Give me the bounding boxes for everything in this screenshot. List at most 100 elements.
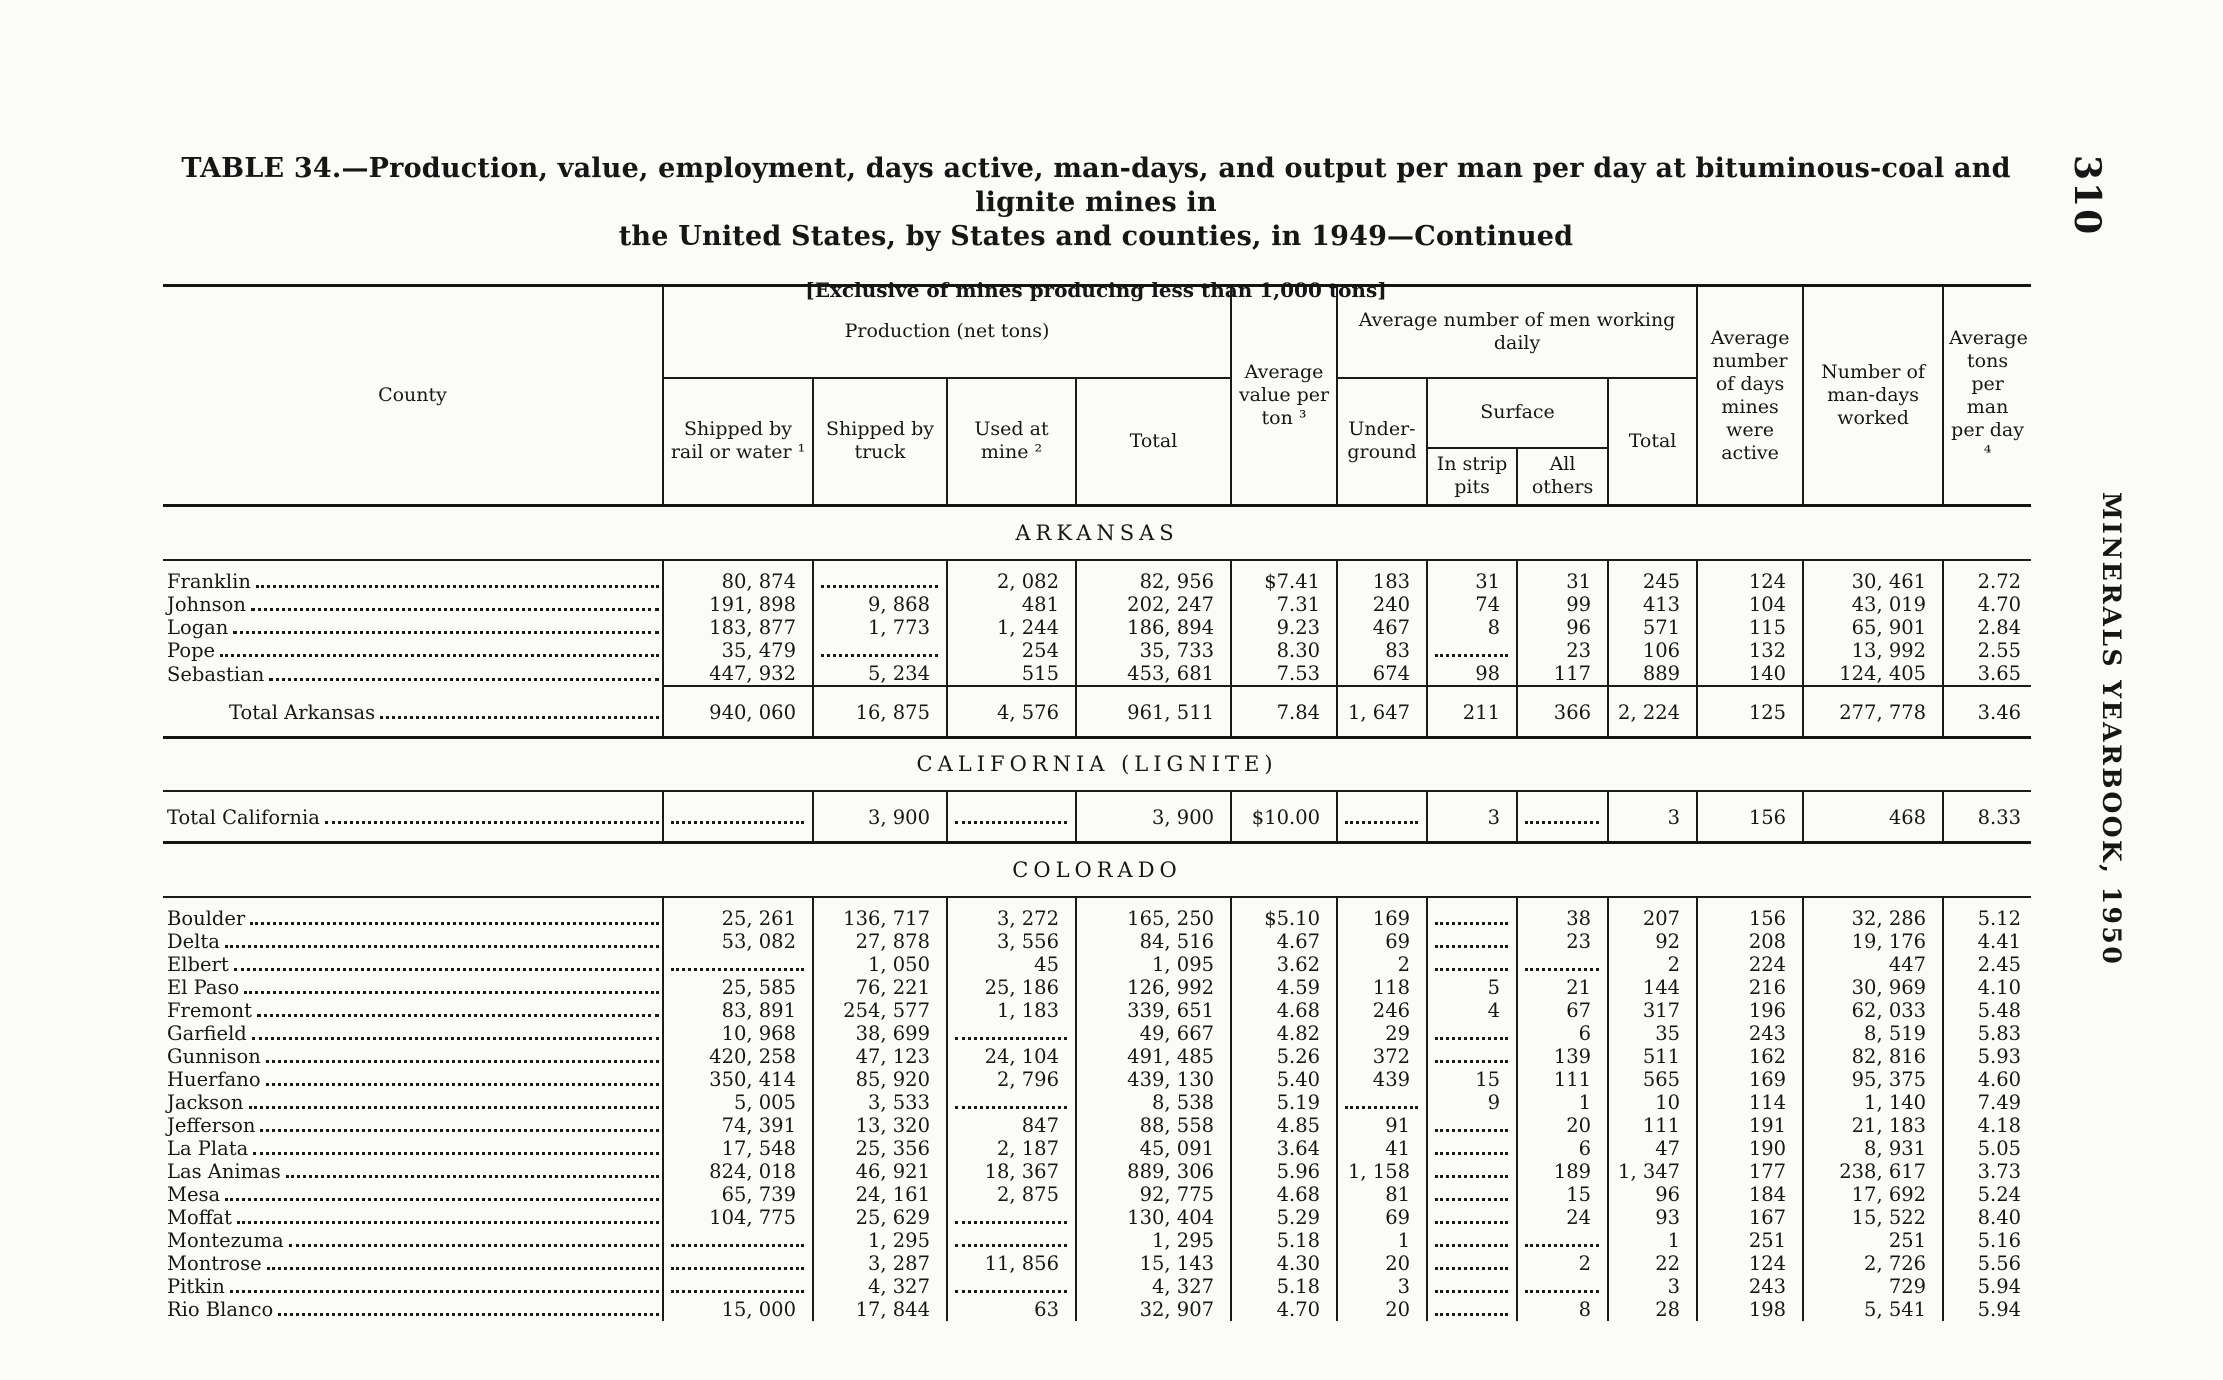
data-cell — [662, 1228, 813, 1252]
data-cell: 156 — [1696, 896, 1804, 930]
data-cell: 4, 327 — [1074, 1274, 1232, 1298]
data-cell: 207 — [1607, 896, 1698, 930]
data-cell: 1, 095 — [1074, 952, 1232, 976]
data-cell: 114 — [1696, 1090, 1804, 1114]
data-cell — [1426, 1159, 1518, 1183]
data-cell: 439 — [1336, 1067, 1428, 1091]
data-cell: 4.41 — [1942, 929, 2032, 953]
empty-cell-dashes — [1435, 1277, 1509, 1293]
data-cell: 3, 900 — [812, 791, 947, 843]
data-cell: 20 — [1336, 1297, 1428, 1321]
county-name: Rio Blanco — [167, 1297, 274, 1321]
table-row: Total Arkansas 940, 060 16, 875 4, 576 961, … — [163, 684, 2032, 738]
dotted-leader — [250, 921, 659, 925]
table-row: Rio Blanco 15, 000 17, 844 63 32, 907 4.70 20 8… — [163, 1297, 2032, 1321]
data-cell: 96 — [1516, 615, 1609, 639]
data-cell: 38, 699 — [812, 1021, 947, 1045]
dotted-leader — [233, 967, 659, 971]
data-cell: 47 — [1607, 1136, 1698, 1160]
data-cell — [1426, 1044, 1518, 1068]
data-cell: 7.84 — [1230, 684, 1338, 737]
data-cell: 186, 894 — [1074, 615, 1232, 639]
county-cell: La Plata — [163, 1137, 663, 1160]
data-cell: 889, 306 — [1074, 1159, 1232, 1183]
data-cell: 125 — [1696, 684, 1804, 737]
dotted-leader — [269, 677, 659, 681]
data-cell: 30, 461 — [1802, 559, 1944, 593]
empty-cell-dashes — [821, 572, 938, 588]
data-cell: 4.30 — [1230, 1251, 1338, 1275]
data-cell: 11, 856 — [946, 1251, 1076, 1275]
dotted-leader — [251, 1036, 659, 1040]
data-cell: 15, 143 — [1074, 1251, 1232, 1275]
dotted-leader — [253, 1151, 659, 1155]
data-cell: 177 — [1696, 1159, 1804, 1183]
data-cell — [812, 638, 947, 662]
section-heading-row: CALIFORNIA (LIGNITE) — [163, 735, 2032, 792]
data-cell: 10, 968 — [662, 1021, 813, 1045]
data-cell: 5.16 — [1942, 1228, 2032, 1252]
data-cell: 83 — [1336, 638, 1428, 662]
county-name: Montrose — [167, 1251, 262, 1275]
county-cell: Logan — [163, 616, 663, 639]
county-name: La Plata — [167, 1136, 249, 1160]
county-cell: Jefferson — [163, 1114, 663, 1137]
dotted-leader — [265, 1082, 659, 1086]
data-cell: 5, 234 — [812, 661, 947, 686]
data-cell: 88, 558 — [1074, 1113, 1232, 1137]
county-cell: Moffat — [163, 1206, 663, 1229]
data-cell: 83, 891 — [662, 998, 813, 1022]
county-name: Delta — [167, 929, 220, 953]
data-cell: 5.48 — [1942, 998, 2032, 1022]
data-cell: 3, 556 — [946, 929, 1076, 953]
data-cell: 243 — [1696, 1021, 1804, 1045]
data-cell: 211 — [1426, 684, 1518, 737]
table-row: Franklin 80, 874 2, 082 82, 956 $7.41 183 31 31… — [163, 559, 2032, 593]
data-cell: 25, 356 — [812, 1136, 947, 1160]
dotted-leader — [278, 1312, 659, 1316]
data-cell — [1426, 1274, 1518, 1298]
empty-cell-dashes — [1435, 1254, 1509, 1270]
data-cell: 3.62 — [1230, 952, 1338, 976]
data-cell — [1426, 1251, 1518, 1275]
data-cell: 15, 000 — [662, 1297, 813, 1321]
data-cell: 184 — [1696, 1182, 1804, 1206]
data-cell — [812, 559, 947, 593]
county-name: Gunnison — [167, 1044, 261, 1068]
data-cell: 53, 082 — [662, 929, 813, 953]
county-cell: Pitkin — [163, 1275, 663, 1298]
county-name: Pitkin — [167, 1274, 225, 1298]
data-cell: 24, 161 — [812, 1182, 947, 1206]
data-cell: 115 — [1696, 615, 1804, 639]
data-cell: 413 — [1607, 592, 1698, 616]
data-cell: 2 — [1607, 952, 1698, 976]
data-cell: 104 — [1696, 592, 1804, 616]
data-cell: 31 — [1426, 559, 1518, 593]
data-cell: 1 — [1607, 1228, 1698, 1252]
data-cell: 4.70 — [1942, 592, 2032, 616]
data-cell: 5.56 — [1942, 1251, 2032, 1275]
table-row: Sebastian 447, 932 5, 234 515 453, 681 7.53 67… — [163, 661, 2032, 686]
data-cell — [1516, 1228, 1609, 1252]
county-name: Total California — [167, 806, 320, 829]
county-name: Sebastian — [167, 662, 265, 686]
data-cell: 940, 060 — [662, 684, 813, 737]
dotted-leader — [224, 944, 659, 948]
empty-cell-dashes — [1435, 1024, 1509, 1040]
data-cell: 3 — [1607, 791, 1698, 843]
data-cell: $10.00 — [1230, 791, 1338, 843]
data-cell: 4.82 — [1230, 1021, 1338, 1045]
data-cell: 1, 244 — [946, 615, 1076, 639]
data-cell: 3, 272 — [946, 896, 1076, 930]
data-cell: 2 — [1336, 952, 1428, 976]
county-cell: Fremont — [163, 999, 663, 1022]
data-cell: 674 — [1336, 661, 1428, 686]
table-body: ARKANSAS Franklin 80, 874 2, 082 82, 956 $7.4… — [163, 504, 2032, 1321]
data-cell — [1516, 791, 1609, 843]
data-cell: 3 — [1336, 1274, 1428, 1298]
data-cell: 7.49 — [1942, 1090, 2032, 1114]
dotted-leader — [288, 1243, 659, 1247]
empty-cell-dashes — [1435, 1185, 1509, 1201]
county-cell: Total Arkansas — [163, 686, 663, 738]
